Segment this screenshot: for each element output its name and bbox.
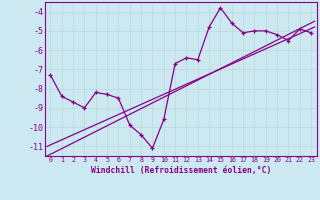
X-axis label: Windchill (Refroidissement éolien,°C): Windchill (Refroidissement éolien,°C)	[91, 166, 271, 175]
